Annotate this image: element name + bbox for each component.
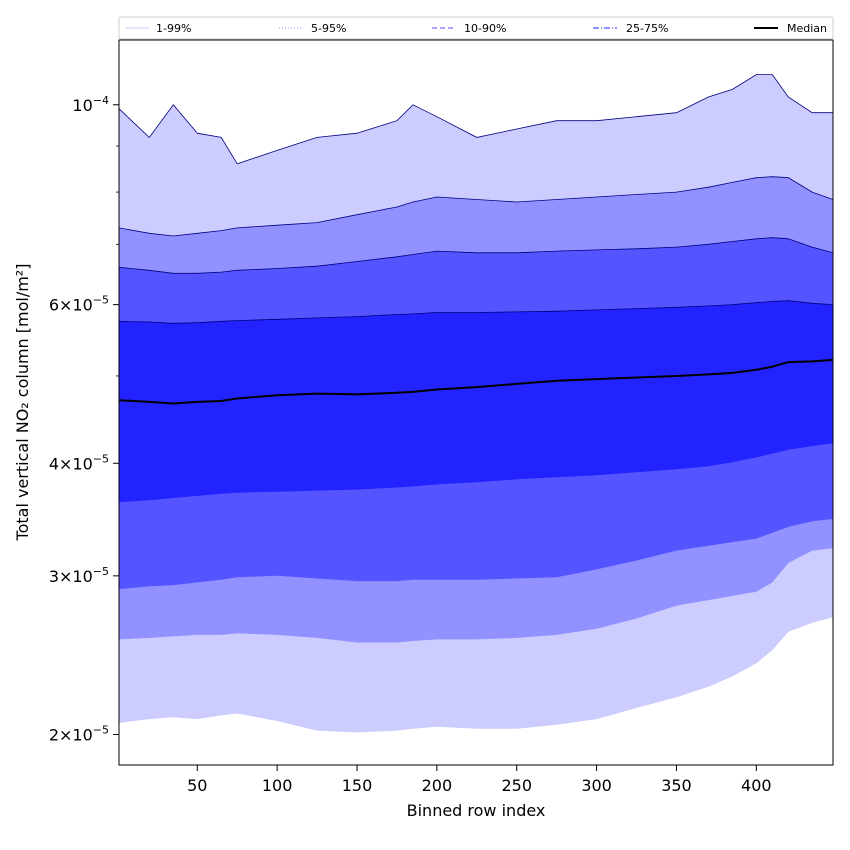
band-upper-edge-10-90% (119, 237, 833, 274)
x-tick-label: 350 (661, 776, 692, 795)
y-axis-ticks: 2×10−5 3×10−5 4×10−5 6×10−5 10−4 (49, 94, 119, 744)
percentile-bands (119, 74, 833, 733)
y-axis-label: Total vertical NO₂ column [mol/m²] (13, 264, 32, 542)
x-tick-label: 400 (741, 776, 772, 795)
legend-label: 1-99% (156, 22, 191, 35)
x-tick-label: 200 (422, 776, 453, 795)
median-line (119, 358, 833, 405)
legend-label: 25-75% (626, 22, 668, 35)
x-tick-label: 100 (262, 776, 293, 795)
y-tick-label: 3×10−5 (49, 565, 109, 586)
band-25-75% (119, 300, 833, 503)
legend-box (118, 16, 834, 40)
band-upper-edge-5-95% (119, 176, 833, 237)
y-tick-label: 2×10−5 (49, 723, 109, 744)
x-axis-ticks: 50 100 150 200 250 300 350 400 (187, 765, 772, 795)
plot-frame (118, 39, 834, 766)
y-tick-label: 6×10−5 (49, 294, 109, 315)
x-tick-label: 300 (581, 776, 612, 795)
x-tick-label: 50 (187, 776, 207, 795)
band-upper-edge-1-99% (119, 74, 833, 165)
y-tick-label: 4×10−5 (49, 452, 109, 473)
legend-label: Median (787, 22, 827, 35)
legend-label: 5-95% (311, 22, 346, 35)
median-layer (119, 358, 833, 405)
legend-label: 10-90% (464, 22, 506, 35)
y-tick-label: 10−4 (72, 94, 109, 115)
band-upper-edge-25-75% (119, 300, 833, 324)
legend: 1-99% 5-95% 10-90% 25-75% Median (118, 16, 834, 40)
x-axis-label: Binned row index (407, 801, 546, 820)
x-tick-label: 150 (342, 776, 373, 795)
x-tick-label: 250 (501, 776, 532, 795)
